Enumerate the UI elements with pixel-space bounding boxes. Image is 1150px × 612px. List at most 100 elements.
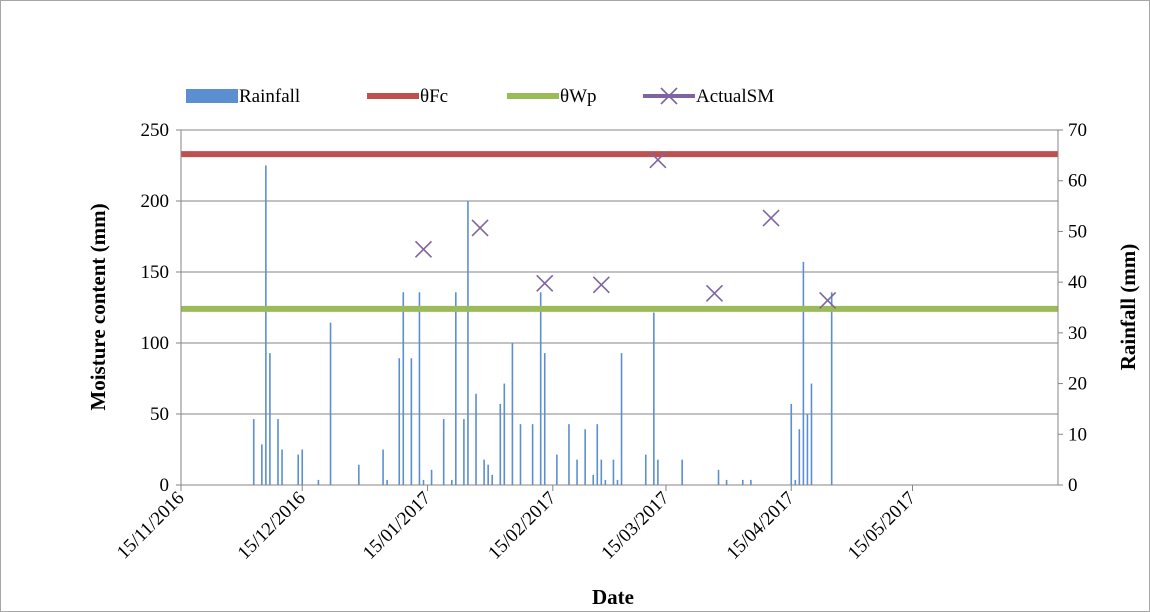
rainfall-bar [539,292,542,485]
marker-stroke [471,219,489,237]
x-tick-label: 15/12/2016 [234,488,310,564]
rainfall-bar [543,353,546,485]
legend-label: θFc [420,86,448,107]
y-tick-label: 100 [141,333,170,354]
legend-item: θFc [367,86,448,107]
rainfall-bar [297,454,300,485]
rainfall-bar [620,353,623,485]
rainfall-bar [386,479,388,485]
rainfall-bar [556,454,558,485]
legend-item: ActualSM [643,86,774,107]
rainfall-bar [717,469,720,485]
rainfall-bar [269,353,271,485]
marker-stroke [705,284,724,302]
rainfall-bar [511,343,514,485]
rainfall-bar [467,201,469,485]
marker-stroke [762,209,780,227]
rainfall-bar [455,292,457,485]
rainfall-bar [644,454,647,485]
x-tick-label: 15/03/2017 [597,488,673,564]
actualsm-marker [471,219,489,237]
y-tick-label: 250 [141,120,170,141]
rainfall-bar [830,292,833,485]
y2-tick-label: 30 [1068,323,1087,344]
actualsm-marker [819,291,837,309]
actualsm-marker [649,151,667,169]
rainfall-bar [463,419,465,485]
y-tick-label: 0 [160,475,170,496]
rainfall-bar [531,424,534,485]
rainfall-bar [794,479,797,485]
tick-labels: 0 50 100 150 200 250 0 10 20 30 40 50 60 70 15/11/2016… [113,120,1087,564]
rainfall-bar [382,449,384,485]
rainfall-bar [410,358,413,485]
axes [176,129,1063,491]
x-axis-title: Date [592,585,634,609]
rainfall-bar [653,312,655,485]
rainfall-bar [612,459,615,485]
y2-tick-label: 60 [1068,171,1087,192]
marker-stroke [414,240,433,258]
legend: Rainfall θFc θWp ActualSM [186,86,774,107]
rainfall-bar [281,449,283,485]
rainfall-bar [491,474,493,485]
rainfall-bar [252,419,255,485]
rainfall-bar [596,424,599,485]
rainfall-bar [604,479,607,485]
y2-tick-label: 70 [1068,120,1087,141]
rainfall-bar [277,419,279,485]
rainfall-bar [418,292,421,485]
x-tick-label: 15/05/2017 [844,488,920,564]
rainfall-bar [450,479,453,485]
rainfall-bar [442,419,445,485]
rainfall-bar [503,383,506,485]
marker-stroke [592,276,610,294]
y2-tick-label: 50 [1068,221,1087,242]
rainfall-bar [475,393,477,485]
rainfall-bar [317,479,320,485]
legend-label: Rainfall [239,86,300,107]
rainfall-bar [402,292,405,485]
y2-axis-title: Rainfall (mm) [1116,244,1140,371]
y-tick-label: 200 [141,191,170,212]
rainfall-bar [261,444,263,485]
rainfall-bar [265,165,267,485]
rainfall-bar [802,261,805,485]
x-tick-label: 15/02/2017 [484,488,560,564]
rainfall-bar [576,459,578,485]
legend-swatch-rainfall [186,89,238,103]
rainfall-bar [657,459,659,485]
rainfall-bar [741,479,744,485]
rainfall-bar [616,479,619,485]
actualsm-marker [414,240,433,258]
rainfall-bar [810,383,813,485]
rainfall-bar [584,429,586,485]
y-tick-label: 150 [141,262,170,283]
rainfall-bar [568,424,570,485]
rainfall-bar [487,464,489,485]
actualsm-marker [762,209,780,227]
rainfall-bar [790,403,793,485]
x-tick-label: 15/04/2017 [723,488,799,564]
rainfall-bar [422,479,425,485]
rainfall-bar [681,459,683,485]
marker-stroke [819,291,837,309]
legend-label: θWp [560,86,597,107]
legend-item: Rainfall [186,86,300,107]
rainfall-bar [398,358,401,485]
legend-label: ActualSM [696,86,774,107]
actualsm-marker [592,276,610,294]
rainfall-bar [750,479,752,485]
y2-tick-label: 40 [1068,272,1087,293]
rainfall-bars [252,165,833,485]
rainfall-bar [798,429,801,485]
rainfall-bar [483,459,485,485]
actualsm-marker [705,284,724,302]
legend-swatch-marker [660,87,678,105]
x-tick-label: 15/01/2017 [359,488,435,564]
rainfall-bar [519,424,522,485]
y2-tick-label: 20 [1068,374,1087,395]
actualsm-marker [536,274,554,292]
rainfall-bar [725,479,728,485]
